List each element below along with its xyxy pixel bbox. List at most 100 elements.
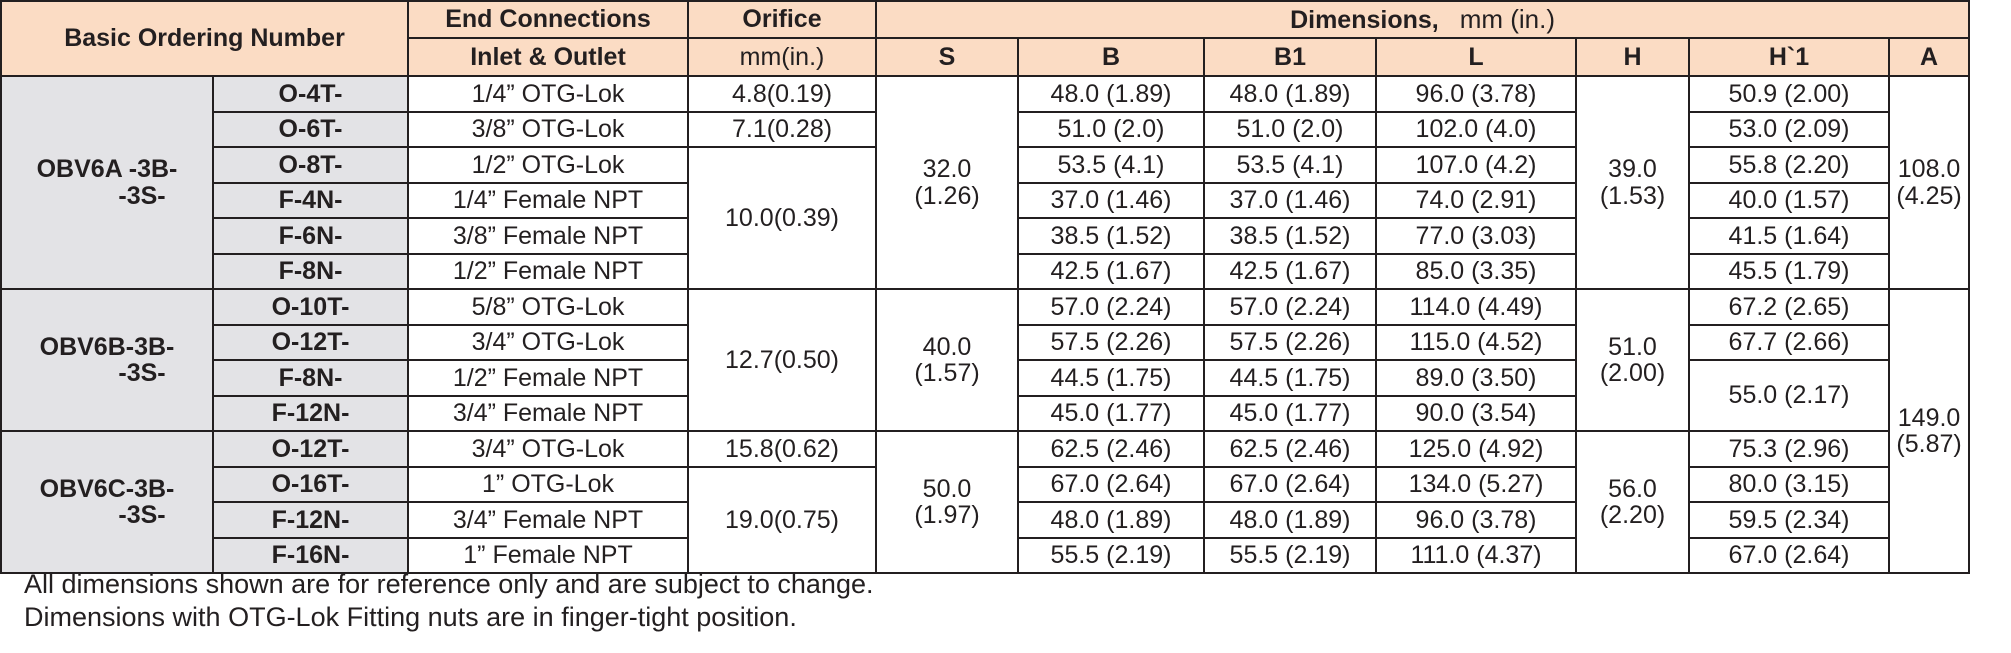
col-header-a: A	[1888, 37, 1971, 77]
table-row: F-8N- 1/2” Female NPT 44.5 (1.75) 44.5 (1.7…	[1, 359, 1969, 432]
ordering-code: O-4T-	[211, 75, 410, 113]
dimensions-table: Basic Ordering Number End Connections Or…	[0, 0, 1971, 574]
l-value: 77.0 (3.03)	[1375, 217, 1578, 255]
h1-value: 59.5 (2.34)	[1688, 501, 1891, 539]
end-connection: 3/4” OTG-Lok	[407, 430, 690, 468]
ordering-code: F-16N-	[211, 536, 410, 574]
b-value: 62.5 (2.46)	[1017, 430, 1206, 468]
table-row: O-16T- 1” OTG-Lok 19.0(0.75) 67.0 (2.64) 67.…	[1, 465, 1969, 574]
footnote: Dimensions with OTG-Lok Fitting nuts are…	[24, 602, 797, 632]
l-value: 107.0 (4.2)	[1375, 146, 1578, 184]
b-value: 44.5 (1.75)	[1017, 359, 1206, 397]
b1-value: 53.5 (4.1)	[1203, 146, 1378, 184]
end-connections-header: End Connections	[407, 0, 690, 39]
b-value: 42.5 (1.67)	[1017, 252, 1206, 290]
ordering-code: F-8N-	[211, 359, 410, 397]
l-value: 96.0 (3.78)	[1375, 75, 1578, 113]
orifice-value: 15.8(0.62)	[687, 430, 878, 468]
model-line-2: -3S-	[118, 181, 166, 210]
end-connection: 1/2” OTG-Lok	[407, 146, 690, 184]
b1-value: 48.0 (1.89)	[1203, 501, 1378, 539]
col-header-l: L	[1375, 37, 1578, 77]
h1-value: 40.0 (1.57)	[1688, 181, 1891, 219]
table-row: OBV6A -3B- -3S- O-4T- 1/4” OTG-Lok 4.8(0.19)…	[0, 75, 1971, 290]
b1-value: 51.0 (2.0)	[1203, 110, 1378, 148]
h-value: 51.0 (2.00)	[1575, 288, 1691, 432]
s-value: 32.0 (1.26)	[875, 75, 1020, 290]
a-value: 108.0 (4.25)	[1888, 75, 1971, 290]
s-value: 40.0 (1.57)	[875, 288, 1020, 432]
table-row: F-6N- 3/8” Female NPT 38.5 (1.52) 38.5 (1.5…	[1, 217, 1969, 255]
b-value: 55.5 (2.19)	[1017, 536, 1206, 574]
orifice-header: Orifice	[687, 0, 878, 39]
footnotes: All dimensions shown are for reference o…	[24, 568, 874, 634]
b-value: 38.5 (1.52)	[1017, 217, 1206, 255]
ordering-code: F-12N-	[211, 501, 410, 539]
end-connection: 3/4” Female NPT	[407, 501, 690, 539]
l-value: 115.0 (4.52)	[1375, 323, 1578, 361]
h1-value: 41.5 (1.64)	[1688, 217, 1891, 255]
model-line-1: OBV6C-3B-	[39, 474, 175, 503]
end-connection: 3/4” OTG-Lok	[407, 323, 690, 361]
b-value: 45.0 (1.77)	[1017, 394, 1206, 432]
end-connection: 1/4” OTG-Lok	[407, 75, 690, 113]
b-value: 67.0 (2.64)	[1017, 465, 1206, 503]
table-row: OBV6B-3B- -3S- O-10T- 5/8” OTG-Lok 12.7(0.50…	[0, 288, 1971, 574]
end-connection: 1” Female NPT	[407, 536, 690, 574]
basic-ordering-header: Basic Ordering Number	[0, 0, 410, 77]
orifice-unit-header: mm(in.)	[687, 37, 878, 77]
l-value: 89.0 (3.50)	[1375, 359, 1578, 397]
orifice-value: 4.8(0.19)	[687, 75, 878, 113]
l-value: 85.0 (3.35)	[1375, 252, 1578, 290]
model-number: OBV6B-3B- -3S-	[0, 288, 214, 432]
l-value: 102.0 (4.0)	[1375, 110, 1578, 148]
l-value: 134.0 (5.27)	[1375, 465, 1578, 503]
col-header-s: S	[875, 37, 1020, 77]
ordering-code: O-16T-	[211, 465, 410, 503]
b1-value: 62.5 (2.46)	[1203, 430, 1378, 468]
b-value: 57.5 (2.26)	[1017, 323, 1206, 361]
b-value: 51.0 (2.0)	[1017, 110, 1206, 148]
model-line-1: OBV6A -3B-	[36, 155, 178, 184]
b1-value: 57.5 (2.26)	[1203, 323, 1378, 361]
l-value: 96.0 (3.78)	[1375, 501, 1578, 539]
s-value: 50.0 (1.97)	[875, 430, 1020, 574]
h1-value: 67.0 (2.64)	[1688, 536, 1891, 574]
b-value: 53.5 (4.1)	[1017, 146, 1206, 184]
end-connection: 3/4” Female NPT	[407, 394, 690, 432]
l-value: 111.0 (4.37)	[1375, 536, 1578, 574]
b1-value: 48.0 (1.89)	[1203, 75, 1378, 113]
b1-value: 44.5 (1.75)	[1203, 359, 1378, 397]
l-value: 114.0 (4.49)	[1375, 288, 1578, 326]
orifice-value: 12.7(0.50)	[687, 288, 878, 432]
model-line-2: -3S-	[118, 359, 166, 387]
model-number: OBV6C-3B- -3S-	[0, 430, 214, 574]
end-connection: 3/8” OTG-Lok	[407, 110, 690, 148]
a-value: 149.0 (5.87)	[1888, 288, 1971, 574]
b-value: 48.0 (1.89)	[1017, 501, 1206, 539]
h1-value: 55.8 (2.20)	[1688, 146, 1891, 184]
ordering-code: O-10T-	[211, 288, 410, 326]
b1-value: 37.0 (1.46)	[1203, 181, 1378, 219]
b1-value: 45.0 (1.77)	[1203, 394, 1378, 432]
ordering-code: F-8N-	[211, 252, 410, 290]
table-row: OBV6C-3B- -3S- O-12T- 3/4” OTG-Lok 15.8(0.62…	[0, 430, 1969, 574]
inlet-outlet-header: Inlet & Outlet	[407, 37, 690, 77]
end-connection: 3/8” Female NPT	[407, 217, 690, 255]
b-value: 57.0 (2.24)	[1017, 288, 1206, 326]
end-connection: 1” OTG-Lok	[407, 465, 690, 503]
ordering-code: F-12N-	[211, 394, 410, 432]
h1-value: 80.0 (3.15)	[1688, 465, 1891, 503]
h1-value: 50.9 (2.00)	[1688, 75, 1891, 113]
table-row: O-12T- 3/4” OTG-Lok 57.5 (2.26) 57.5 (2.26)…	[1, 323, 1969, 361]
l-value: 74.0 (2.91)	[1375, 181, 1578, 219]
ordering-code: F-4N-	[211, 181, 410, 219]
l-value: 90.0 (3.54)	[1375, 394, 1578, 432]
model-number: OBV6A -3B- -3S-	[0, 75, 214, 290]
ordering-code: O-6T-	[211, 110, 410, 148]
b1-value: 57.0 (2.24)	[1203, 288, 1378, 326]
end-connection: 1/4” Female NPT	[407, 181, 690, 219]
ordering-code: F-6N-	[211, 217, 410, 255]
end-connection: 5/8” OTG-Lok	[407, 288, 690, 326]
dimensions-unit: mm (in.)	[1459, 3, 1556, 34]
